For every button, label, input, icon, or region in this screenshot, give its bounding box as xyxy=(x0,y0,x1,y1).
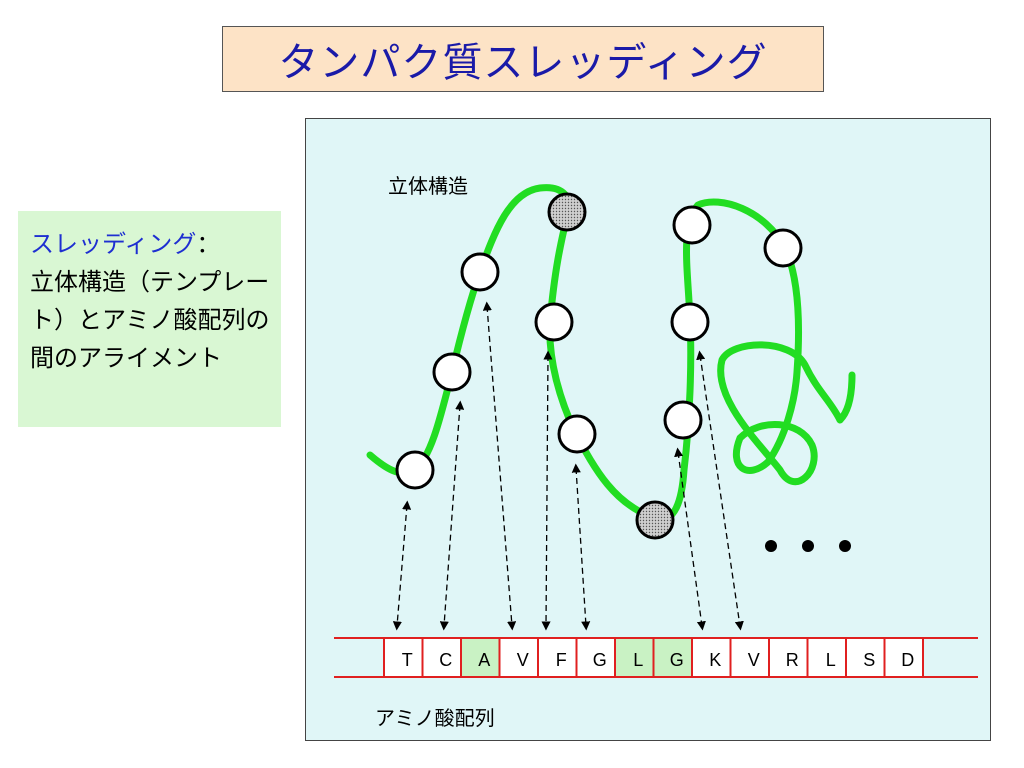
sequence-cell xyxy=(575,637,616,678)
sequence-cell xyxy=(421,637,462,678)
residue-circle xyxy=(557,414,597,454)
sequence-cell xyxy=(498,637,539,678)
sequence-letter: K xyxy=(709,650,721,670)
residue-circle xyxy=(763,228,803,268)
alignment-arrow xyxy=(392,500,412,631)
page-title: タンパク質スレッディング xyxy=(222,26,824,92)
residue-circle xyxy=(460,252,500,292)
sequence-cell xyxy=(614,637,655,678)
sequence-letter: S xyxy=(863,650,875,670)
sequence-cell xyxy=(383,637,424,678)
alignment-arrow xyxy=(439,400,465,631)
sequence-letter: D xyxy=(901,650,914,670)
sequence-cell xyxy=(652,637,693,678)
sequence-letter: F xyxy=(556,650,567,670)
ellipsis-dot xyxy=(839,540,851,552)
alignment-arrow xyxy=(541,350,553,631)
residue-circle xyxy=(672,205,712,245)
residue-circle xyxy=(432,352,472,392)
residue-circle xyxy=(395,450,435,490)
definition-colon: ： xyxy=(196,230,221,258)
sequence-letter: V xyxy=(517,650,529,670)
sequence-cell xyxy=(883,637,924,678)
sequence-label: アミノ酸配列 xyxy=(375,706,495,730)
ellipsis-dot xyxy=(802,540,814,552)
alignment-arrow xyxy=(482,301,517,631)
sequence-letter: G xyxy=(593,650,607,670)
sequence-letter: A xyxy=(478,650,490,670)
alignment-arrow xyxy=(571,463,591,631)
definition-term: スレッディング xyxy=(30,230,197,258)
definition-body: 立体構造（テンプレート）とアミノ酸配列の間のアライメント xyxy=(30,268,270,372)
sequence-letter: L xyxy=(826,650,836,670)
definition-box: スレッディング： 立体構造（テンプレート）とアミノ酸配列の間のアライメント xyxy=(18,211,281,427)
protein-backbone xyxy=(366,184,856,523)
sequence-letter: L xyxy=(633,650,643,670)
sequence-letter: R xyxy=(786,650,799,670)
ellipsis-dot xyxy=(765,540,777,552)
sequence-cell xyxy=(806,637,847,678)
residue-circle-shaded xyxy=(547,192,587,232)
sequence-cell xyxy=(768,637,809,678)
sequence-letter: T xyxy=(402,650,413,670)
alignment-arrow xyxy=(696,350,744,631)
sequence-letter: V xyxy=(748,650,760,670)
sequence-letter: C xyxy=(439,650,452,670)
structure-label: 立体構造 xyxy=(388,174,468,198)
residue-circle-shaded xyxy=(635,500,675,540)
sequence-letter: G xyxy=(670,650,684,670)
residue-circle xyxy=(534,302,574,342)
sequence-cell xyxy=(729,637,770,678)
residue-circle xyxy=(670,302,710,342)
residue-circle xyxy=(663,400,703,440)
sequence-cell xyxy=(691,637,732,678)
